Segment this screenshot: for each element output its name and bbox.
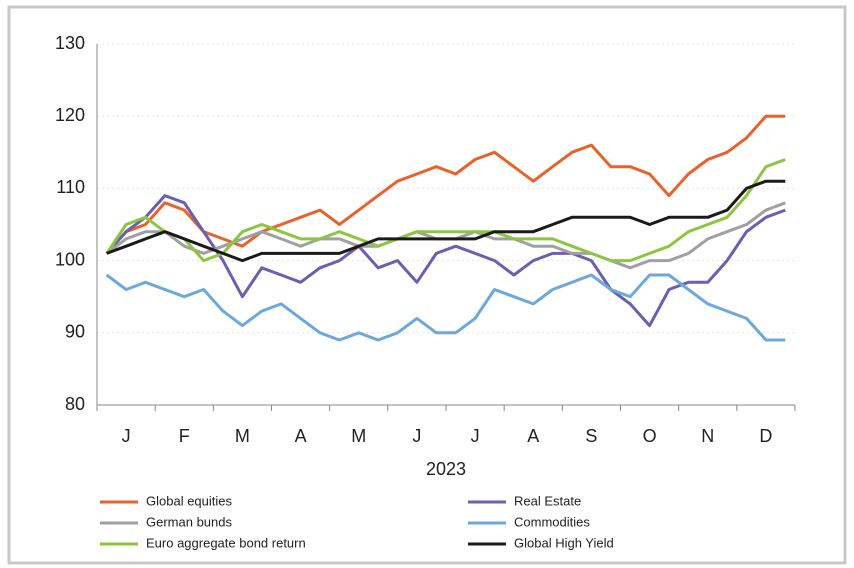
y-tick-label: 100 xyxy=(55,249,85,269)
frame xyxy=(7,5,847,565)
x-tick-label: J xyxy=(122,426,131,446)
y-tick-label: 120 xyxy=(55,105,85,125)
legend-label: Global equities xyxy=(146,493,232,508)
legend-label: German bunds xyxy=(146,514,232,529)
x-tick-label: J xyxy=(471,426,480,446)
x-tick-label: N xyxy=(701,426,714,446)
x-tick-label: M xyxy=(351,426,366,446)
legend-label: Real Estate xyxy=(514,493,581,508)
x-tick-label: O xyxy=(643,426,657,446)
y-tick-label: 110 xyxy=(56,177,85,197)
x-tick-label: M xyxy=(235,426,250,446)
x-axis-label: 2023 xyxy=(426,459,466,479)
series-line xyxy=(105,114,786,255)
x-tick-label: S xyxy=(585,426,597,446)
x-tick-label: D xyxy=(759,426,772,446)
x-tick-label: F xyxy=(179,426,190,446)
y-tick-label: 130 xyxy=(55,33,85,53)
x-tick-label: A xyxy=(295,426,307,446)
legend-label: Euro aggregate bond return xyxy=(146,535,306,550)
y-tick-label: 80 xyxy=(65,394,85,414)
x-tick-label: A xyxy=(527,426,539,446)
series-line xyxy=(106,179,786,263)
series-line xyxy=(105,273,786,342)
legend-label: Global High Yield xyxy=(514,535,614,550)
y-tick-label: 90 xyxy=(65,322,85,342)
x-tick-label: J xyxy=(412,426,421,446)
series-line xyxy=(105,158,786,263)
legend-label: Commodities xyxy=(514,514,590,529)
